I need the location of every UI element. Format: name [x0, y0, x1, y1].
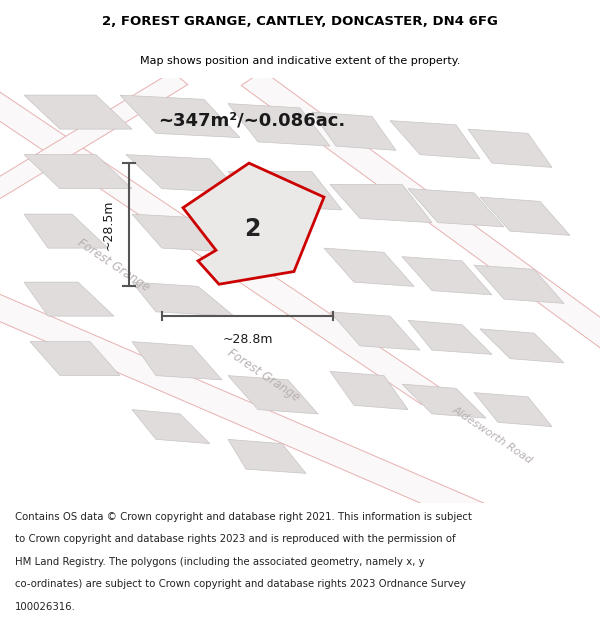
Text: Map shows position and indicative extent of the property.: Map shows position and indicative extent… — [140, 56, 460, 66]
Polygon shape — [132, 409, 210, 444]
Polygon shape — [228, 104, 330, 146]
Text: Contains OS data © Crown copyright and database right 2021. This information is : Contains OS data © Crown copyright and d… — [15, 512, 472, 522]
Polygon shape — [126, 154, 240, 193]
Text: ~28.5m: ~28.5m — [101, 199, 115, 250]
Polygon shape — [402, 384, 486, 418]
Polygon shape — [474, 392, 552, 427]
Text: 100026316.: 100026316. — [15, 602, 76, 612]
Text: Aldesworth Road: Aldesworth Road — [450, 404, 534, 466]
Polygon shape — [474, 265, 564, 303]
Polygon shape — [183, 163, 324, 284]
Polygon shape — [324, 248, 414, 286]
Text: Forest Grange: Forest Grange — [226, 347, 302, 404]
Polygon shape — [0, 272, 600, 577]
Polygon shape — [132, 214, 240, 253]
Polygon shape — [228, 376, 318, 414]
Polygon shape — [330, 184, 432, 222]
Polygon shape — [24, 214, 108, 248]
Polygon shape — [0, 79, 442, 404]
Polygon shape — [468, 129, 552, 168]
Polygon shape — [312, 112, 396, 151]
Polygon shape — [228, 172, 342, 210]
Polygon shape — [330, 312, 420, 350]
Polygon shape — [480, 197, 570, 236]
Text: HM Land Registry. The polygons (including the associated geometry, namely x, y: HM Land Registry. The polygons (includin… — [15, 557, 425, 567]
Text: to Crown copyright and database rights 2023 and is reproduced with the permissio: to Crown copyright and database rights 2… — [15, 534, 455, 544]
Polygon shape — [0, 72, 188, 212]
Text: 2, FOREST GRANGE, CANTLEY, DONCASTER, DN4 6FG: 2, FOREST GRANGE, CANTLEY, DONCASTER, DN… — [102, 16, 498, 28]
Text: ~347m²/~0.086ac.: ~347m²/~0.086ac. — [158, 112, 346, 129]
Polygon shape — [132, 342, 222, 380]
Polygon shape — [24, 154, 132, 189]
Polygon shape — [402, 257, 492, 295]
Text: ~28.8m: ~28.8m — [222, 333, 273, 346]
Polygon shape — [24, 95, 132, 129]
Polygon shape — [120, 95, 240, 138]
Polygon shape — [408, 189, 504, 227]
Polygon shape — [228, 439, 306, 473]
Polygon shape — [132, 282, 234, 316]
Polygon shape — [390, 121, 480, 159]
Text: co-ordinates) are subject to Crown copyright and database rights 2023 Ordnance S: co-ordinates) are subject to Crown copyr… — [15, 579, 466, 589]
Polygon shape — [408, 321, 492, 354]
Text: Forest Grange: Forest Grange — [76, 236, 152, 294]
Polygon shape — [480, 329, 564, 363]
Text: 2: 2 — [244, 217, 260, 241]
Polygon shape — [330, 371, 408, 409]
Polygon shape — [24, 282, 114, 316]
Polygon shape — [30, 342, 120, 376]
Polygon shape — [241, 71, 600, 362]
